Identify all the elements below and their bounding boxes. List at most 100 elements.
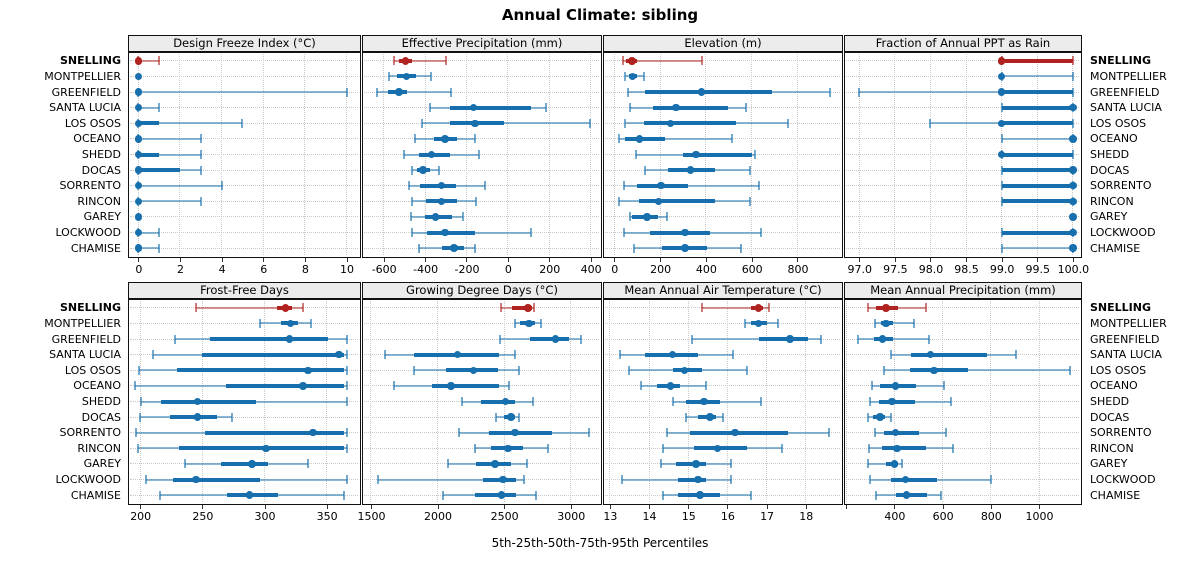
- gridline-horizontal: [130, 416, 358, 418]
- row-label-left-lockwood: LOCKWOOD: [55, 226, 121, 240]
- whisker-cap-high: [942, 381, 945, 391]
- axis-tick: [805, 505, 807, 509]
- gridline-horizontal: [846, 447, 1079, 449]
- whisker-cap-low: [441, 490, 444, 500]
- iqr-bar-25-75: [1001, 199, 1073, 204]
- gridline-horizontal: [846, 307, 1079, 309]
- whisker-cap-low: [866, 303, 869, 313]
- median-dot: [882, 304, 890, 312]
- median-dot: [134, 244, 143, 252]
- axis-tick: [930, 258, 932, 262]
- gridline-horizontal: [130, 216, 358, 218]
- iqr-bar-25-75: [204, 430, 345, 435]
- whisker-cap-high: [345, 350, 348, 360]
- whisker-cap-high: [950, 397, 953, 406]
- row-label-right-santa-lucia: SANTA LUCIA: [1090, 101, 1162, 115]
- whisker-cap-high: [199, 150, 202, 159]
- whisker-cap-high: [345, 443, 348, 453]
- whisker-5-95: [621, 478, 732, 481]
- panel-elevation: [603, 52, 843, 258]
- whisker-cap-high: [535, 490, 538, 500]
- axis-tick-label: 2: [176, 263, 184, 276]
- median-dot: [1069, 181, 1077, 190]
- iqr-bar-25-75: [221, 461, 269, 466]
- row-label-right-los-osos: LOS OSOS: [1090, 116, 1147, 130]
- iqr-bar-25-75: [161, 399, 256, 404]
- row-label-right-sorrento: SORRENTO: [1090, 179, 1152, 193]
- whisker-cap-high: [540, 318, 543, 328]
- axis-tick-label: 13: [603, 510, 618, 523]
- median-dot: [134, 135, 143, 143]
- panel-growing-degree-days: [362, 299, 602, 505]
- iqr-bar-25-75: [1001, 152, 1073, 157]
- whisker-cap-high: [309, 318, 312, 328]
- axis-tick: [425, 258, 427, 262]
- whisker-cap-low: [417, 243, 420, 253]
- whisker-cap-low: [183, 459, 186, 469]
- iqr-bar-25-75: [625, 136, 666, 141]
- whisker-cap-low: [857, 334, 860, 344]
- median-dot: [876, 413, 884, 421]
- whisker-cap-high: [900, 459, 903, 469]
- iqr-bar-25-75: [178, 446, 345, 451]
- gridline-horizontal: [846, 232, 1079, 234]
- median-dot: [1069, 166, 1077, 174]
- whisker-cap-low: [866, 412, 869, 422]
- whisker-cap-high: [828, 428, 831, 438]
- median-dot: [681, 228, 689, 237]
- row-label-left-santa-lucia: SANTA LUCIA: [49, 101, 121, 115]
- whisker-cap-high: [507, 381, 510, 391]
- whisker-cap-low: [393, 56, 396, 66]
- whisker-cap-low: [640, 381, 643, 391]
- axis-tick: [966, 258, 968, 262]
- whisker-cap-low: [460, 397, 463, 406]
- gridline-horizontal: [846, 432, 1079, 434]
- axis-tick: [179, 258, 181, 262]
- median-dot: [901, 475, 909, 484]
- gridline-horizontal: [364, 416, 599, 418]
- whisker-5-95: [138, 200, 201, 203]
- whisker-cap-low: [618, 350, 621, 360]
- axis-tick-label: 17: [760, 510, 775, 523]
- whisker-cap-high: [199, 134, 202, 144]
- axis-tick-label: 2500: [490, 510, 519, 523]
- median-dot: [193, 413, 202, 421]
- median-dot: [192, 475, 200, 484]
- whisker-5-95: [867, 462, 902, 465]
- whisker-cap-low: [685, 412, 688, 422]
- strip-label-fraction-annual-ppt-rain: Fraction of Annual PPT as Rain: [875, 36, 1051, 50]
- row-label-left-santa-lucia: SANTA LUCIA: [49, 348, 121, 362]
- iqr-bar-25-75: [1001, 90, 1073, 95]
- axis-tick: [894, 258, 896, 262]
- whisker-5-95: [394, 59, 446, 62]
- whisker-cap-high: [473, 134, 476, 144]
- whisker-cap-high: [924, 303, 927, 313]
- iqr-bar-25-75: [645, 90, 773, 95]
- median-dot: [692, 150, 700, 159]
- row-label-left-garey: GAREY: [83, 457, 121, 471]
- axis-tick: [437, 505, 439, 509]
- median-dot: [134, 181, 143, 190]
- median-dot: [437, 197, 446, 206]
- row-label-right-lockwood: LOCKWOOD: [1090, 473, 1156, 487]
- whisker-cap-high: [786, 118, 789, 128]
- median-dot: [891, 428, 900, 437]
- median-dot: [930, 366, 938, 375]
- whisker-cap-high: [345, 87, 348, 97]
- axis-tick-label: 2000: [424, 510, 453, 523]
- iqr-bar-25-75: [682, 152, 752, 157]
- median-dot: [281, 304, 290, 312]
- axis-tick: [894, 505, 896, 509]
- whisker-cap-high: [749, 165, 752, 175]
- whisker-cap-high: [740, 243, 743, 253]
- gridline-horizontal: [605, 385, 840, 387]
- whisker-cap-high: [745, 365, 748, 375]
- iqr-bar-25-75: [1001, 168, 1073, 173]
- median-dot: [193, 397, 202, 406]
- row-label-right-garey: GAREY: [1090, 457, 1128, 471]
- axis-tick-label: -600: [371, 263, 397, 276]
- median-dot: [447, 382, 455, 390]
- gridline-horizontal: [364, 307, 599, 309]
- whisker-cap-high: [158, 56, 161, 66]
- row-label-left-greenfield: GREENFIELD: [51, 332, 121, 346]
